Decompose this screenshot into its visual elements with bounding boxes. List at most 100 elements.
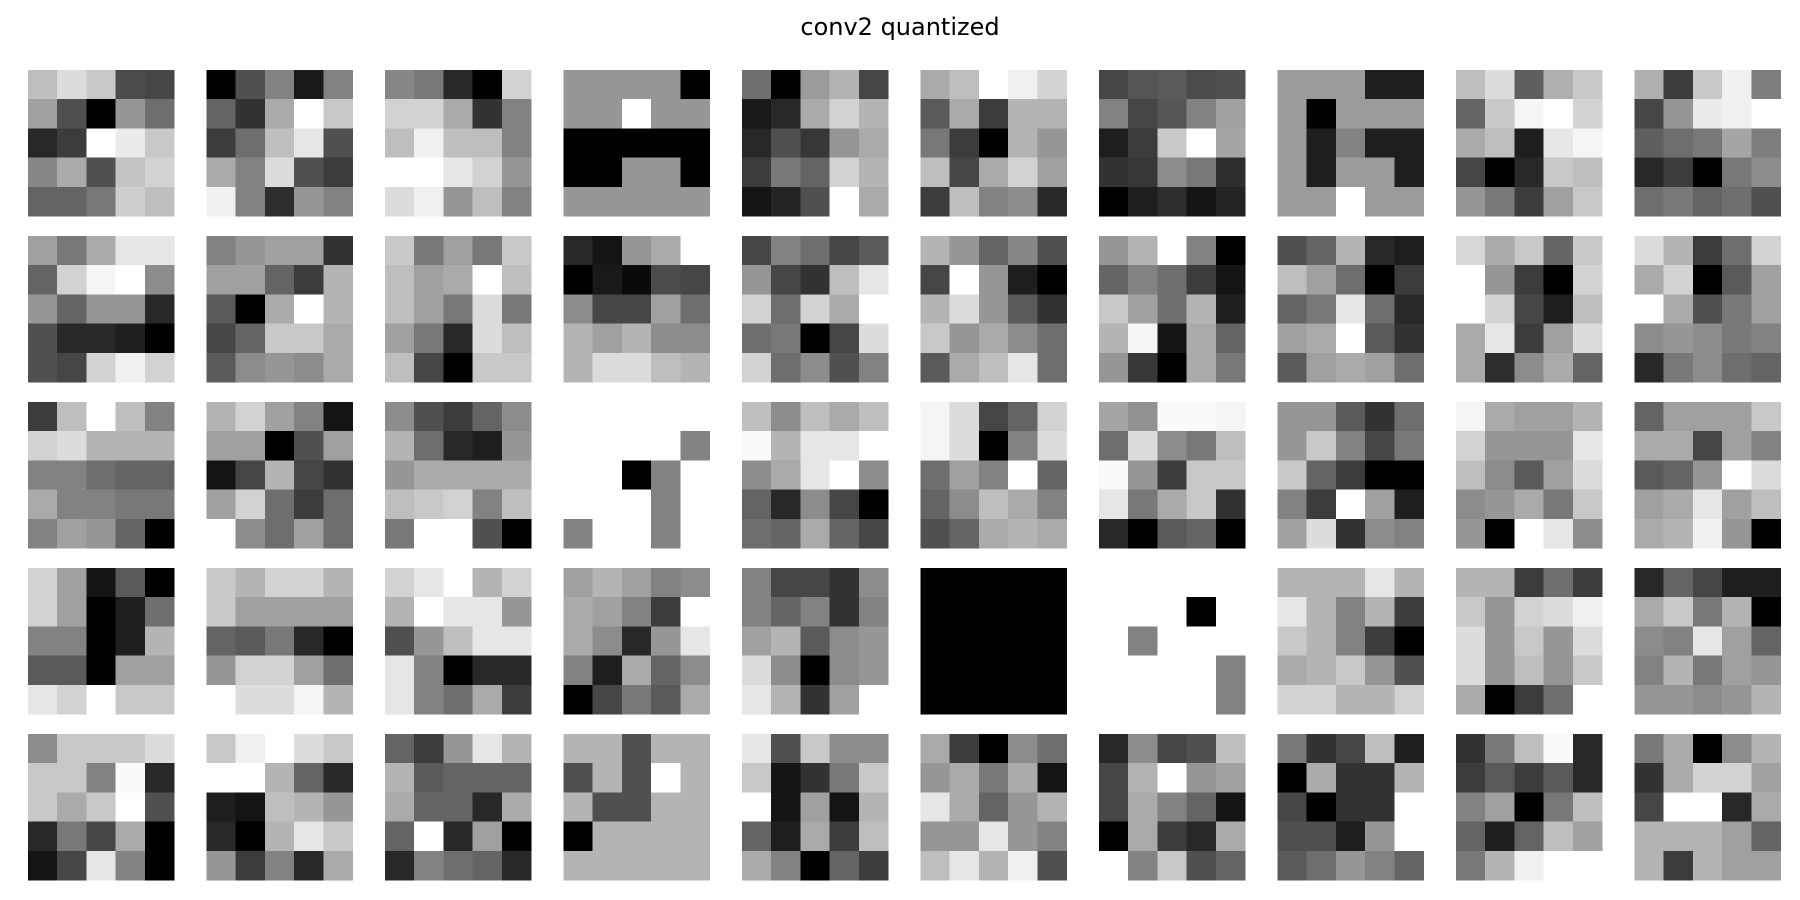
filter-cell: [1306, 850, 1337, 881]
filter-panel-36: [920, 568, 1068, 715]
filter-cell: [1543, 626, 1574, 657]
filter-cell: [294, 763, 324, 793]
filter-cell: [501, 734, 532, 764]
filter-cell: [501, 128, 532, 159]
filter-cell: [949, 684, 980, 715]
filter-cell: [86, 70, 117, 100]
filter-cell: [115, 792, 146, 823]
filter-cell: [949, 850, 980, 881]
filter-cell: [771, 568, 801, 598]
filter-cell: [472, 70, 503, 100]
filter-cell: [86, 352, 117, 383]
filter-panel-29: [1456, 402, 1603, 549]
filter-cell: [264, 597, 295, 627]
filter-cell: [1751, 265, 1782, 295]
filter-cell: [1572, 352, 1603, 383]
filter-cell: [206, 186, 237, 217]
filter-cell: [978, 265, 1009, 295]
filter-cell: [1572, 597, 1603, 627]
filter-cell: [742, 763, 772, 793]
filter-cell: [144, 518, 175, 549]
filter-cell: [829, 431, 860, 461]
filter-cell: [1634, 186, 1665, 217]
filter-cell: [829, 99, 860, 129]
filter-cell: [1485, 821, 1515, 852]
filter-cell: [28, 655, 58, 686]
filter-cell: [206, 626, 237, 657]
filter-cell: [1128, 128, 1158, 159]
filter-cell: [115, 236, 146, 266]
filter-cell: [1128, 821, 1158, 852]
filter-cell: [1128, 597, 1158, 627]
filter-cell: [1008, 821, 1038, 852]
filter-cell: [1099, 460, 1129, 491]
filter-cell: [742, 70, 772, 100]
filter-panel-26: [920, 402, 1068, 549]
filter-cell: [1215, 352, 1246, 383]
filter-cell: [978, 763, 1009, 793]
filter-cell: [621, 265, 652, 295]
filter-cell: [800, 460, 831, 491]
filter-cell: [472, 734, 503, 764]
filter-cell: [385, 70, 415, 100]
filter-cell: [771, 597, 801, 627]
filter-panel-17: [1099, 236, 1246, 383]
filter-cell: [1365, 489, 1395, 520]
filter-cell: [1456, 597, 1486, 627]
filter-cell: [86, 186, 117, 217]
filter-cell: [1008, 186, 1038, 217]
filter-cell: [1215, 294, 1246, 325]
filter-cell: [144, 821, 175, 852]
filter-cell: [1634, 655, 1665, 686]
filter-cell: [1543, 186, 1574, 217]
filter-cell: [144, 294, 175, 325]
filter-cell: [771, 684, 801, 715]
filter-cell: [1514, 323, 1545, 354]
filter-cell: [1008, 402, 1038, 432]
filter-cell: [829, 734, 860, 764]
filter-cell: [920, 265, 951, 295]
filter-panel-13: [385, 236, 532, 383]
filter-cell: [800, 431, 831, 461]
filter-cell: [920, 186, 951, 217]
filter-cell: [28, 684, 58, 715]
filter-cell: [1306, 99, 1337, 129]
filter-cell: [1277, 70, 1308, 100]
filter-cell: [206, 734, 237, 764]
filter-cell: [1306, 684, 1337, 715]
filter-cell: [651, 763, 681, 793]
filter-cell: [264, 352, 295, 383]
filter-cell: [978, 402, 1009, 432]
filter-cell: [1099, 402, 1129, 432]
filter-cell: [501, 684, 532, 715]
filter-cell: [385, 236, 415, 266]
filter-cell: [1128, 99, 1158, 129]
filter-cell: [1514, 294, 1545, 325]
filter-cell: [771, 186, 801, 217]
filter-cell: [1456, 568, 1486, 598]
filter-cell: [1722, 460, 1752, 491]
filter-cell: [858, 626, 889, 657]
filter-cell: [1456, 792, 1486, 823]
filter-cell: [949, 821, 980, 852]
filter-cell: [1543, 850, 1574, 881]
filter-cell: [563, 323, 594, 354]
filter-cell: [57, 186, 87, 217]
filter-cell: [1128, 460, 1158, 491]
filter-cell: [1277, 128, 1308, 159]
filter-cell: [1215, 402, 1246, 432]
filter-cell: [1663, 294, 1694, 325]
filter-cell: [264, 99, 295, 129]
filter-cell: [472, 850, 503, 881]
filter-cell: [742, 352, 772, 383]
filter-cell: [294, 128, 324, 159]
filter-cell: [1692, 460, 1723, 491]
filter-cell: [1186, 568, 1217, 598]
filter-panel-4: [563, 70, 711, 217]
filter-cell: [1572, 236, 1603, 266]
filter-cell: [472, 763, 503, 793]
filter-cell: [680, 352, 711, 383]
filter-cell: [1722, 431, 1752, 461]
filter-cell: [385, 460, 415, 491]
filter-cell: [115, 99, 146, 129]
